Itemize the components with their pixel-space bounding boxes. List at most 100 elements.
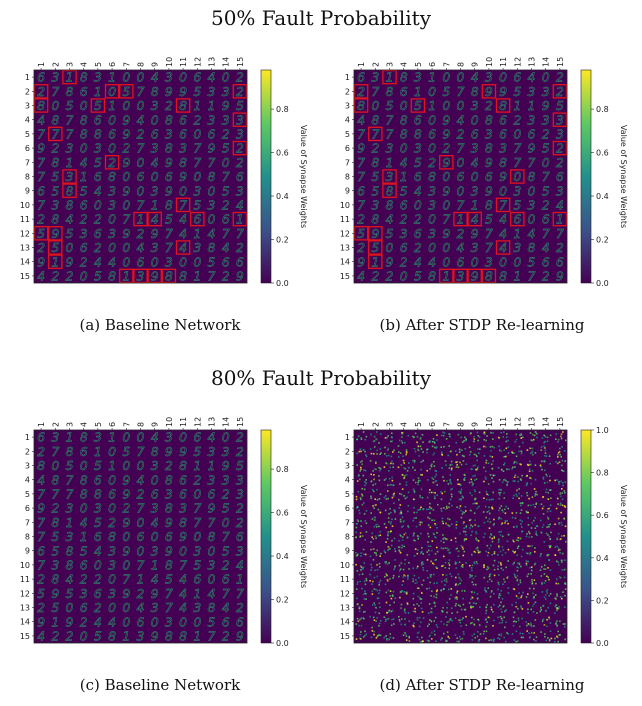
svg-text:4: 4 [528, 587, 535, 600]
digit-glyph: 7 [37, 169, 45, 184]
digit-glyph: 7 [165, 240, 173, 255]
digit-glyph: 4 [386, 212, 394, 227]
colorbar-label: Value of Synapse Weights [299, 485, 308, 588]
digit-glyph: 1 [66, 155, 74, 170]
weight-cell: 3 [471, 140, 479, 155]
digit-glyph: 7 [222, 226, 230, 241]
weight-cell: 5 [414, 98, 422, 113]
weight-cell: 3 [554, 474, 566, 487]
digit-glyph: 2 [386, 269, 394, 284]
digit-glyph: 3 [236, 112, 244, 127]
weight-cell: 2 [512, 474, 523, 487]
digit-glyph: 5 [193, 558, 201, 573]
weight-cell: 5 [397, 544, 409, 558]
svg-text:8: 8 [358, 460, 365, 473]
digit-glyph: 3 [66, 501, 74, 516]
fault-box [119, 84, 134, 99]
weight-cell: 3 [556, 183, 564, 198]
weight-cell: 9 [485, 544, 496, 558]
digit-glyph: 2 [37, 212, 45, 227]
y-tick-label: 10 [340, 561, 350, 570]
weight-cell: 0 [122, 614, 130, 629]
weight-cell: 3 [400, 226, 408, 241]
weight-cell: 5 [385, 226, 393, 241]
digit-glyph: 6 [165, 529, 173, 544]
digit-glyph: 5 [80, 543, 88, 558]
digit-glyph: 7 [357, 198, 365, 213]
svg-text:3: 3 [457, 630, 464, 643]
digit-glyph: 7 [193, 155, 201, 170]
weight-cell: 3 [108, 557, 116, 572]
weight-cell: 9 [37, 614, 45, 629]
weight-cell: 4 [471, 155, 479, 170]
weight-cell: 1 [442, 268, 450, 283]
digit-glyph: 3 [414, 141, 422, 156]
svg-text:0: 0 [457, 545, 464, 558]
svg-text:3: 3 [485, 431, 492, 444]
digit-glyph: 3 [193, 240, 201, 255]
weight-cell: 0 [400, 630, 411, 643]
digit-glyph: 2 [137, 586, 145, 601]
fault-box [382, 183, 397, 198]
digit-glyph: 9 [485, 84, 493, 99]
digit-glyph: 2 [236, 515, 244, 530]
weight-cell: 0 [51, 98, 59, 113]
colorbar-label: Value of Synapse Weights [299, 125, 308, 228]
digit-glyph: 0 [471, 169, 479, 184]
y-tick-label: 14 [340, 258, 350, 267]
svg-text:6: 6 [358, 431, 365, 444]
weight-cell: 1 [207, 458, 215, 473]
svg-text:1: 1 [556, 573, 563, 586]
digit-glyph: 5 [51, 543, 59, 558]
svg-text:4: 4 [500, 573, 507, 586]
digit-glyph: 9 [122, 226, 130, 241]
digit-glyph: 2 [556, 240, 564, 255]
svg-text:0: 0 [443, 602, 450, 615]
weight-cell: 9 [542, 98, 550, 113]
weight-cell: 4 [94, 254, 102, 269]
weight-cell: 2 [556, 240, 564, 255]
weight-cell: 7 [122, 572, 130, 587]
weight-cell: 8 [80, 126, 88, 141]
x-tick-label: 3 [66, 62, 75, 67]
weight-cell: 4 [80, 155, 88, 170]
weight-cell: 0 [136, 183, 144, 198]
x-tick-label: 9 [471, 62, 480, 67]
svg-text:1: 1 [514, 630, 521, 643]
weight-cell: 4 [207, 586, 215, 601]
svg-text:3: 3 [514, 545, 521, 558]
weight-cell: 4 [499, 211, 507, 226]
weight-cell: 5 [372, 602, 381, 615]
weight-cell: 6 [193, 211, 201, 226]
digit-glyph: 6 [357, 70, 365, 85]
digit-glyph: 4 [208, 70, 216, 85]
digit-glyph: 0 [108, 141, 116, 156]
digit-glyph: 0 [499, 70, 507, 85]
weight-cell: 4 [428, 254, 436, 269]
weight-cell: 1 [65, 515, 73, 530]
weight-cell: 0 [400, 140, 408, 155]
weight-cell: 0 [122, 169, 130, 184]
weight-cell: 1 [511, 630, 524, 643]
digit-glyph: 0 [208, 183, 216, 198]
fault-box [232, 112, 248, 127]
colorbar-tick-label: 0.2 [276, 236, 289, 245]
digit-glyph: 0 [428, 212, 436, 227]
weight-cell: 7 [165, 600, 173, 615]
digit-glyph: 9 [37, 254, 45, 269]
weight-cell: 4 [357, 268, 365, 283]
fault-box [481, 84, 497, 99]
fault-box [510, 169, 525, 184]
weight-cell: 6 [542, 211, 550, 226]
svg-text:0: 0 [443, 460, 450, 473]
weight-cell: 6 [454, 616, 468, 629]
y-tick-label: 3 [25, 462, 30, 471]
weight-cell: 6 [94, 169, 102, 184]
digit-glyph: 4 [222, 240, 230, 255]
digit-glyph: 7 [222, 169, 230, 184]
weight-cell: 0 [122, 254, 130, 269]
digit-glyph: 4 [471, 70, 479, 85]
weight-cell: 2 [370, 502, 382, 515]
weight-cell: 7 [385, 112, 393, 127]
digit-glyph: 7 [222, 586, 230, 601]
